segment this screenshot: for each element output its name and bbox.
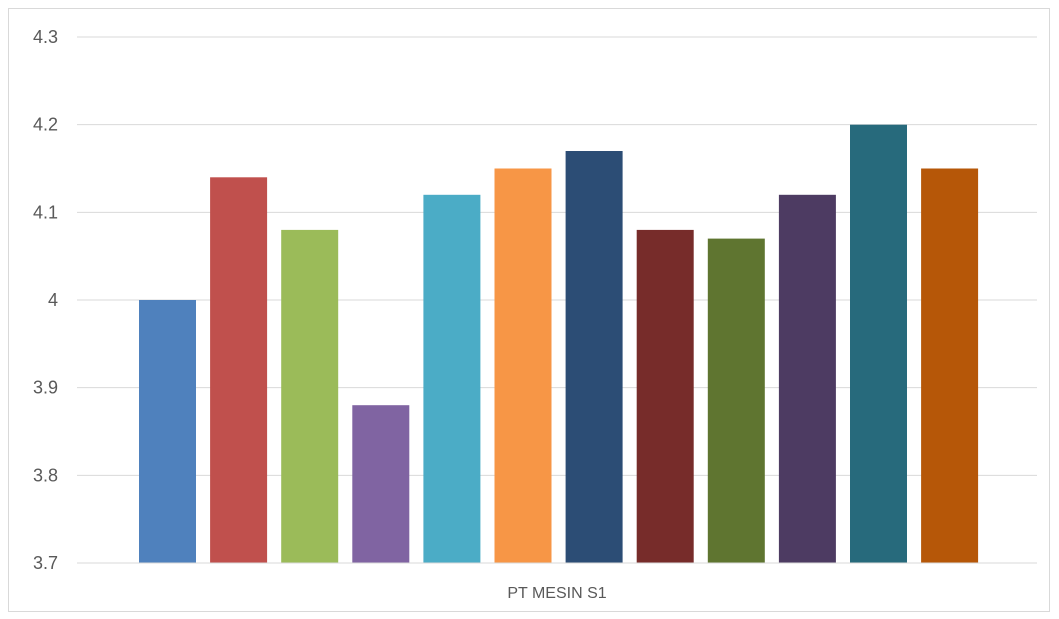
- y-axis-tick-labels: 3.7 3.8 3.9 4 4.1 4.2 4.3: [33, 27, 58, 573]
- bar-series-10: [778, 194, 836, 564]
- bar-series-12: [921, 168, 979, 563]
- bar-series-1: [139, 300, 196, 563]
- bar-series-4: [352, 405, 410, 563]
- y-tick-label: 4.3: [33, 27, 58, 47]
- bar-series-3: [281, 229, 339, 563]
- y-tick-label: 4: [48, 290, 58, 310]
- bar-series-11: [850, 124, 907, 563]
- x-axis-category-labels: PT MESIN S1: [507, 585, 606, 602]
- bar-series-5: [423, 194, 481, 564]
- bar-series-6: [494, 168, 552, 563]
- bar-series-8: [636, 229, 694, 563]
- bar-series-2: [210, 177, 268, 564]
- x-category-label: PT MESIN S1: [507, 585, 606, 602]
- y-tick-label: 3.7: [33, 553, 58, 573]
- y-tick-label: 3.8: [33, 465, 58, 485]
- bar-series-9: [707, 238, 765, 563]
- bar-series-7: [565, 151, 623, 563]
- bars: [139, 124, 979, 564]
- y-tick-label: 4.1: [33, 202, 58, 222]
- y-tick-label: 3.9: [33, 378, 58, 398]
- y-tick-label: 4.2: [33, 115, 58, 135]
